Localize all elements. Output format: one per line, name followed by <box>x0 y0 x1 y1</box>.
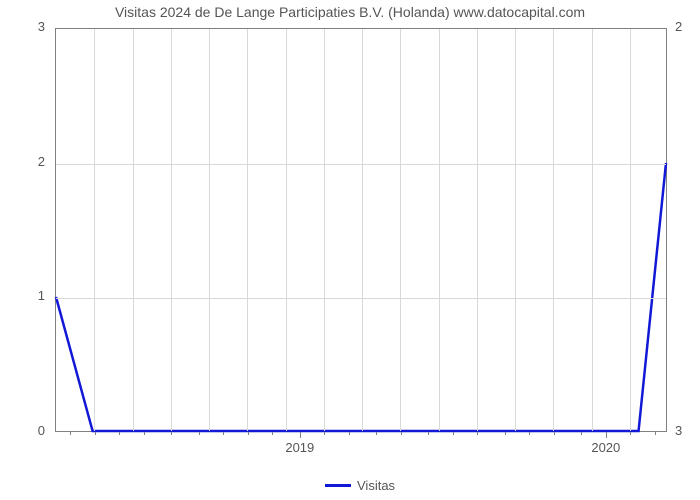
chart-title: Visitas 2024 de De Lange Participaties B… <box>0 4 700 20</box>
x-tick-minor <box>119 432 120 435</box>
grid-line-vertical <box>247 29 248 431</box>
legend: Visitas <box>325 478 395 493</box>
y-tick-label: 1 <box>0 288 45 303</box>
x-tick-minor <box>199 432 200 435</box>
x-tick-minor <box>349 432 350 435</box>
x-tick-major <box>606 432 607 438</box>
y-tick-label: 2 <box>0 154 45 169</box>
x-tick-minor <box>144 432 145 435</box>
grid-line-vertical <box>209 29 210 431</box>
x-tick-minor <box>376 432 377 435</box>
grid-line-vertical <box>324 29 325 431</box>
x-tick-minor <box>453 432 454 435</box>
x-tick-minor <box>401 432 402 435</box>
x-tick-minor <box>324 432 325 435</box>
grid-line-vertical <box>592 29 593 431</box>
x-tick-minor <box>171 432 172 435</box>
grid-line-vertical <box>362 29 363 431</box>
x-tick-minor <box>223 432 224 435</box>
series-line <box>56 29 666 431</box>
grid-line-horizontal <box>56 164 666 165</box>
y-tick-label: 3 <box>0 19 45 34</box>
x-tick-minor <box>630 432 631 435</box>
x-tick-minor <box>248 432 249 435</box>
grid-line-vertical <box>171 29 172 431</box>
x-tick-minor <box>554 432 555 435</box>
x-tick-label: 2019 <box>285 440 314 455</box>
grid-line-vertical <box>286 29 287 431</box>
x-tick-minor <box>272 432 273 435</box>
x-tick-minor <box>95 432 96 435</box>
x-tick-label: 2020 <box>591 440 620 455</box>
x-tick-minor <box>428 432 429 435</box>
x-tick-major <box>300 432 301 438</box>
y-right-label: 2 <box>675 19 682 34</box>
grid-line-vertical <box>553 29 554 431</box>
grid-line-vertical <box>515 29 516 431</box>
plot-area <box>55 28 667 432</box>
visits-chart: Visitas 2024 de De Lange Participaties B… <box>0 0 700 500</box>
x-tick-minor <box>529 432 530 435</box>
y-tick-label: 0 <box>0 423 45 438</box>
x-tick-minor <box>505 432 506 435</box>
grid-line-vertical <box>477 29 478 431</box>
grid-line-vertical <box>630 29 631 431</box>
x-tick-minor <box>70 432 71 435</box>
grid-line-vertical <box>400 29 401 431</box>
x-tick-minor <box>655 432 656 435</box>
legend-swatch <box>325 484 351 487</box>
legend-label: Visitas <box>357 478 395 493</box>
y-right-label: 3 <box>675 423 682 438</box>
grid-line-vertical <box>439 29 440 431</box>
grid-line-vertical <box>94 29 95 431</box>
grid-line-horizontal <box>56 298 666 299</box>
grid-line-vertical <box>133 29 134 431</box>
x-tick-minor <box>581 432 582 435</box>
x-tick-minor <box>477 432 478 435</box>
